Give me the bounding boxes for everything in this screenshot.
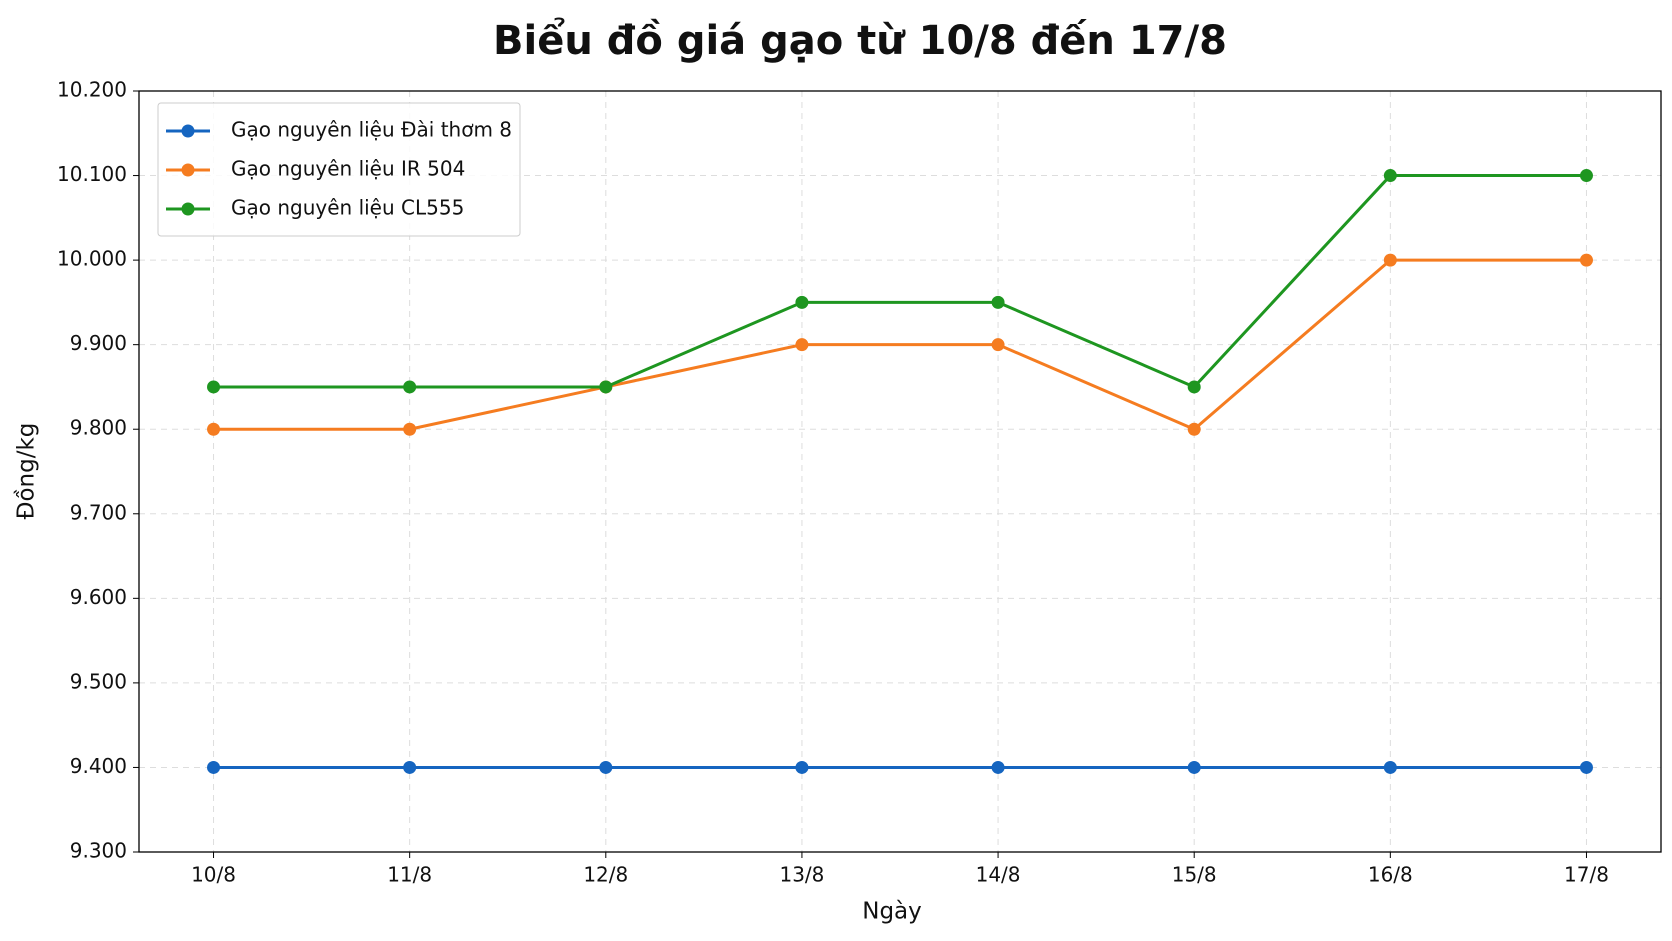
y-axis-title: Đồng/kg [14, 423, 40, 520]
plot-frame [138, 90, 1662, 853]
data-point [1579, 169, 1593, 183]
chart-title: Biểu đồ giá gạo từ 10/8 đến 17/8 [493, 16, 1227, 64]
legend-label: Gạo nguyên liệu IR 504 [231, 157, 465, 181]
series-line [213, 258, 1587, 431]
data-point [207, 760, 221, 774]
y-tick-label: 9.500 [70, 669, 127, 693]
y-tick-label: 10.100 [57, 162, 127, 186]
data-point [1383, 760, 1397, 774]
data-point [207, 422, 221, 436]
legend-marker [181, 202, 195, 216]
data-point [599, 760, 613, 774]
data-point [1383, 253, 1397, 267]
legend-marker [181, 124, 195, 138]
data-point [403, 760, 417, 774]
data-point [991, 295, 1005, 309]
series-line [213, 174, 1587, 389]
x-axis-title: Ngày [862, 899, 922, 925]
x-tick-label: 16/8 [1368, 863, 1413, 887]
y-tick-label: 9.700 [70, 500, 127, 524]
legend-label: Gạo nguyên liệu Đài thơm 8 [231, 118, 512, 142]
y-tick-label: 10.000 [57, 247, 127, 271]
y-tick-label: 9.400 [70, 754, 127, 778]
data-point [599, 380, 613, 394]
data-point [991, 760, 1005, 774]
x-tick-label: 15/8 [1172, 863, 1217, 887]
data-point [207, 380, 221, 394]
y-tick-label: 10.200 [57, 78, 127, 102]
data-point [991, 338, 1005, 352]
data-point [403, 380, 417, 394]
data-point [1579, 253, 1593, 267]
data-point [403, 422, 417, 436]
legend-box [157, 102, 521, 237]
data-point [1579, 760, 1593, 774]
data-point [1383, 169, 1397, 183]
data-point [1187, 380, 1201, 394]
x-tick-label: 12/8 [583, 863, 628, 887]
y-tick-label: 9.800 [70, 416, 127, 440]
legend-label: Gạo nguyên liệu CL555 [231, 196, 464, 220]
x-tick-label: 11/8 [387, 863, 432, 887]
y-tick-label: 9.300 [70, 839, 127, 863]
x-tick-label: 17/8 [1564, 863, 1609, 887]
x-tick-label: 14/8 [976, 863, 1021, 887]
data-point [795, 760, 809, 774]
data-point [1187, 422, 1201, 436]
data-point [795, 295, 809, 309]
data-point [795, 338, 809, 352]
y-tick-label: 9.900 [70, 331, 127, 355]
data-point [1187, 760, 1201, 774]
legend-marker [181, 163, 195, 177]
x-tick-label: 10/8 [191, 863, 236, 887]
x-tick-label: 13/8 [779, 863, 824, 887]
y-tick-label: 9.600 [70, 585, 127, 609]
